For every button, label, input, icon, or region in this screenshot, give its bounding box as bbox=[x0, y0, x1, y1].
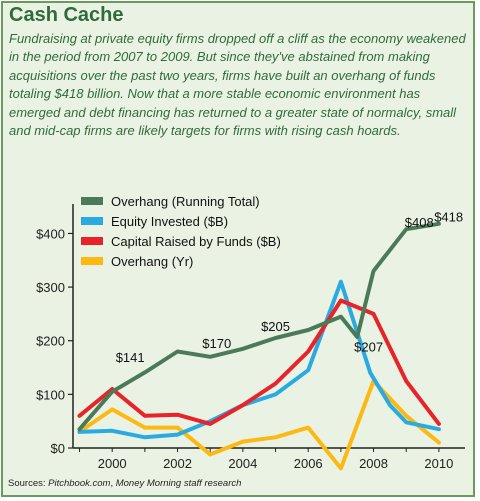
data-label: $141 bbox=[116, 350, 145, 365]
y-tick-label: $200 bbox=[36, 334, 65, 349]
series-equity-invested bbox=[77, 279, 441, 440]
series-capital-raised bbox=[77, 298, 441, 426]
source-pitchbook: Pitchbook.com bbox=[48, 478, 111, 489]
x-tick-label: 2004 bbox=[228, 456, 257, 471]
data-label: $418 bbox=[434, 210, 463, 225]
chart-legend: Overhang (Running Total) Equity Invested … bbox=[81, 194, 281, 269]
series-overhang-running-total bbox=[77, 221, 441, 432]
y-tick-label: $100 bbox=[36, 387, 65, 402]
source-note: Sources: Pitchbook.com, Money Morning st… bbox=[8, 478, 241, 489]
x-tick-label: 2010 bbox=[424, 456, 453, 471]
chart-annotations: $141 $170 $205 $207 $408 $418 bbox=[116, 210, 463, 366]
data-label: $170 bbox=[202, 336, 231, 351]
source-money-morning: Money Morning staff research bbox=[115, 478, 242, 489]
chart-ticks: $0 $100 $200 $300 $400 2000 2002 2004 2006 2008 20… bbox=[36, 226, 453, 471]
y-tick-label: $300 bbox=[36, 280, 65, 295]
x-tick-label: 2000 bbox=[98, 456, 127, 471]
data-label: $207 bbox=[354, 339, 383, 354]
data-label: $408 bbox=[405, 215, 434, 230]
x-tick-label: 2002 bbox=[163, 456, 192, 471]
x-tick-label: 2006 bbox=[294, 456, 323, 471]
source-separator: , bbox=[110, 478, 116, 489]
legend-label: Overhang (Running Total) bbox=[111, 194, 260, 209]
chart-axes bbox=[72, 204, 465, 449]
legend-label: Overhang (Yr) bbox=[111, 254, 193, 269]
y-tick-label: $400 bbox=[36, 226, 65, 241]
data-label: $205 bbox=[261, 319, 290, 334]
legend-label: Equity Invested ($B) bbox=[111, 214, 228, 229]
source-label: Sources: bbox=[8, 478, 49, 489]
x-tick-label: 2008 bbox=[359, 456, 388, 471]
chart-title: Cash Cache bbox=[9, 4, 124, 26]
chart-description: Fundraising at private equity firms drop… bbox=[9, 31, 466, 139]
y-tick-label: $0 bbox=[51, 441, 65, 456]
legend-label: Capital Raised by Funds ($B) bbox=[111, 234, 281, 249]
chart-series bbox=[77, 221, 441, 471]
